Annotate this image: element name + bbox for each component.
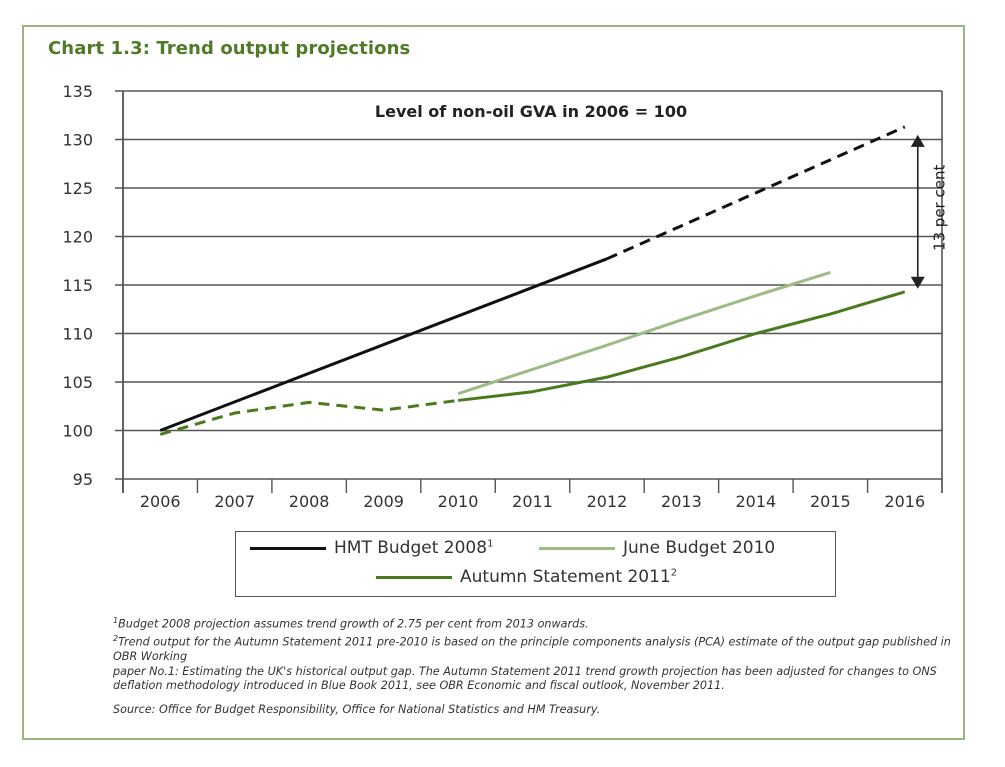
x-tick-label: 2009 [363,492,404,511]
y-tick-label: 130 [62,131,93,150]
y-tick-label: 115 [62,276,93,295]
x-axis-ticks: 2006 2007 2008 2009 2010 2011 2012 2013 2014 2015… [122,479,943,511]
arrow-up-icon [910,134,925,147]
source-note: Source: Office for Budget Responsibility… [113,702,601,716]
x-tick-label: 2007 [214,492,255,511]
x-tick-label: 2012 [587,492,628,511]
legend-label: Autumn Statement 20112 [460,567,678,587]
x-tick-label: 2016 [884,492,925,511]
legend-item-june-budget-2010: June Budget 2010 [539,538,775,558]
gap-annotation-label: 13 per cent [930,165,948,252]
footnotes: 1Budget 2008 projection assumes trend gr… [113,614,953,717]
series-hmt-budget-2008-solid-segment [159,257,608,432]
y-tick-label: 135 [62,82,93,101]
series-hmt-budget-2008-dashed-segment [606,125,906,261]
gap-arrow: 13 per cent [910,134,948,289]
chart-annotation: Level of non-oil GVA in 2006 = 100 [375,102,687,121]
footnote-2: 2Trend output for the Autumn Statement 2… [113,634,951,664]
legend-swatch [250,546,326,550]
y-tick-label: 100 [62,422,93,441]
x-tick-label: 2008 [289,492,330,511]
chart-title: Chart 1.3: Trend output projections [48,38,411,59]
y-tick-label: 95 [73,470,93,489]
legend-label: June Budget 2010 [623,538,776,558]
legend-swatch [539,546,615,550]
y-tick-label: 110 [62,325,93,344]
legend: HMT Budget 20081 June Budget 2010 Autumn… [235,531,836,597]
footnote-2-continued: paper No.1: Estimating the UK's historic… [113,664,937,693]
legend-item-autumn-statement-2011: Autumn Statement 20112 [376,567,677,587]
y-tick-label: 105 [62,373,93,392]
arrow-down-icon [910,276,925,289]
x-tick-label: 2013 [661,492,702,511]
legend-label: HMT Budget 20081 [334,538,494,558]
x-tick-label: 2014 [736,492,777,511]
legend-item-hmt-budget-2008: HMT Budget 20081 [250,538,493,558]
x-tick-label: 2010 [438,492,479,511]
x-tick-label: 2006 [140,492,181,511]
y-tick-label: 120 [62,228,93,247]
series-autumn-statement-2011-solid-segment [457,290,906,402]
y-tick-label: 125 [62,179,93,198]
y-axis-ticks: 95 100 105 110 115 120 125 130 135 [62,82,93,489]
series-lines [159,125,906,436]
axes [122,91,943,493]
legend-swatch [376,575,452,579]
footnote-1: 1Budget 2008 projection assumes trend gr… [113,616,589,631]
series-autumn-statement-2011-dashed-segment [159,398,459,436]
series-june-budget-2010-solid-segment [457,270,831,396]
grid-lines [115,90,942,480]
x-tick-label: 2015 [810,492,851,511]
x-tick-label: 2011 [512,492,553,511]
